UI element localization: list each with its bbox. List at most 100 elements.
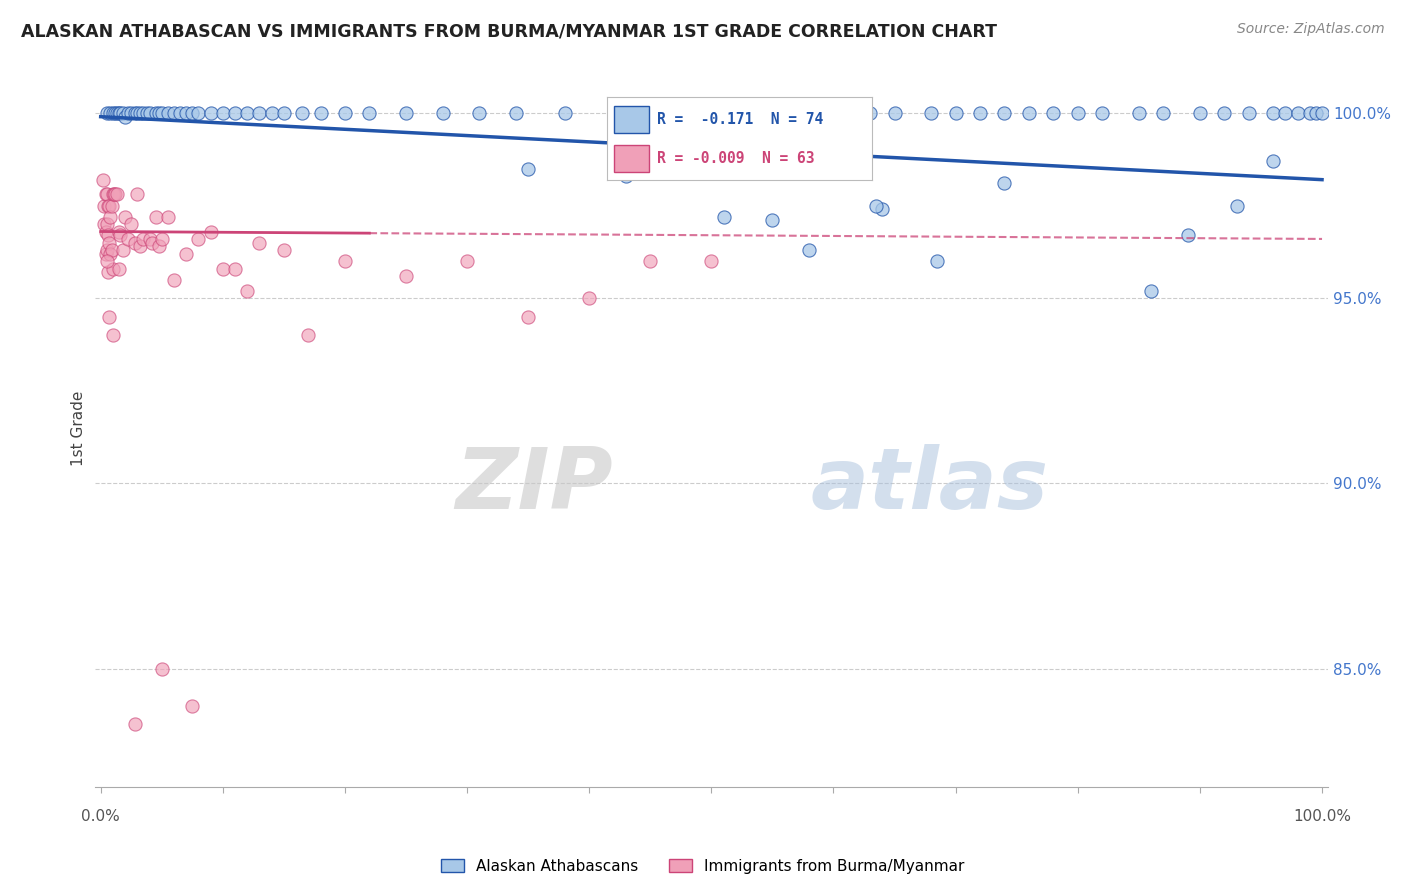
Point: [211, 106, 233, 120]
Point: [169, 106, 191, 120]
Point: [773, 106, 796, 120]
Text: 100.0%: 100.0%: [1294, 809, 1351, 824]
Point: [993, 177, 1015, 191]
Point: [96, 217, 118, 231]
Point: [797, 106, 820, 120]
Point: [872, 202, 894, 217]
Point: [120, 217, 142, 231]
Point: [859, 106, 882, 120]
Point: [1177, 228, 1199, 243]
Point: [174, 246, 197, 260]
Point: [993, 106, 1015, 120]
Point: [101, 187, 124, 202]
Point: [156, 106, 179, 120]
Point: [737, 106, 759, 120]
Point: [1225, 198, 1247, 212]
Point: [181, 698, 204, 713]
Point: [91, 172, 114, 186]
Point: [554, 106, 576, 120]
Point: [124, 717, 146, 731]
Point: [104, 187, 127, 202]
Point: [676, 106, 699, 120]
Point: [1299, 106, 1322, 120]
Point: [127, 187, 149, 202]
Point: [110, 106, 132, 120]
Text: ALASKAN ATHABASCAN VS IMMIGRANTS FROM BURMA/MYANMAR 1ST GRADE CORRELATION CHART: ALASKAN ATHABASCAN VS IMMIGRANTS FROM BU…: [21, 22, 997, 40]
Point: [96, 243, 118, 257]
Point: [117, 106, 139, 120]
Point: [273, 243, 295, 257]
Point: [249, 235, 271, 250]
Point: [700, 254, 723, 268]
Point: [114, 210, 136, 224]
Point: [1091, 106, 1114, 120]
Point: [128, 239, 150, 253]
Point: [920, 106, 942, 120]
Point: [1305, 106, 1327, 120]
Point: [602, 106, 624, 120]
Legend: Alaskan Athabascans, Immigrants from Burma/Myanmar: Alaskan Athabascans, Immigrants from Bur…: [436, 853, 970, 880]
Point: [132, 232, 155, 246]
Point: [138, 232, 160, 246]
Point: [640, 254, 662, 268]
Point: [224, 261, 246, 276]
Point: [104, 106, 127, 120]
Point: [260, 106, 283, 120]
Point: [834, 106, 856, 120]
Point: [138, 106, 160, 120]
Point: [100, 246, 122, 260]
Point: [333, 106, 356, 120]
Point: [97, 228, 120, 243]
Point: [1152, 106, 1174, 120]
Text: ZIP: ZIP: [456, 444, 613, 527]
Point: [236, 106, 259, 120]
Point: [614, 169, 637, 183]
Point: [224, 106, 246, 120]
Point: [200, 106, 222, 120]
Point: [150, 106, 173, 120]
Point: [105, 187, 128, 202]
Point: [97, 265, 120, 279]
Point: [640, 106, 662, 120]
Point: [578, 291, 600, 305]
Point: [150, 662, 173, 676]
Point: [713, 210, 735, 224]
Point: [98, 235, 121, 250]
Point: [108, 225, 131, 239]
Point: [865, 198, 887, 212]
Point: [761, 213, 783, 227]
Point: [927, 254, 949, 268]
Point: [1140, 284, 1163, 298]
Point: [1042, 106, 1064, 120]
Point: [156, 210, 179, 224]
Point: [163, 106, 186, 120]
Point: [1274, 106, 1296, 120]
Point: [97, 198, 120, 212]
Point: [111, 243, 134, 257]
Point: [100, 243, 122, 257]
Point: [136, 106, 159, 120]
Point: [333, 254, 356, 268]
Point: [1263, 154, 1285, 169]
Point: [291, 106, 314, 120]
Point: [187, 106, 209, 120]
Point: [211, 261, 233, 276]
Point: [108, 261, 131, 276]
Point: [517, 310, 540, 324]
Point: [359, 106, 381, 120]
Text: Source: ZipAtlas.com: Source: ZipAtlas.com: [1237, 22, 1385, 37]
Point: [200, 225, 222, 239]
Point: [110, 228, 132, 243]
Point: [297, 328, 319, 343]
Text: 0.0%: 0.0%: [82, 809, 120, 824]
Point: [1237, 106, 1260, 120]
Point: [93, 198, 115, 212]
Point: [163, 273, 186, 287]
Point: [1310, 106, 1333, 120]
Point: [150, 232, 173, 246]
Point: [124, 106, 146, 120]
Point: [797, 243, 820, 257]
Point: [111, 106, 134, 120]
Point: [128, 106, 150, 120]
Point: [100, 210, 122, 224]
